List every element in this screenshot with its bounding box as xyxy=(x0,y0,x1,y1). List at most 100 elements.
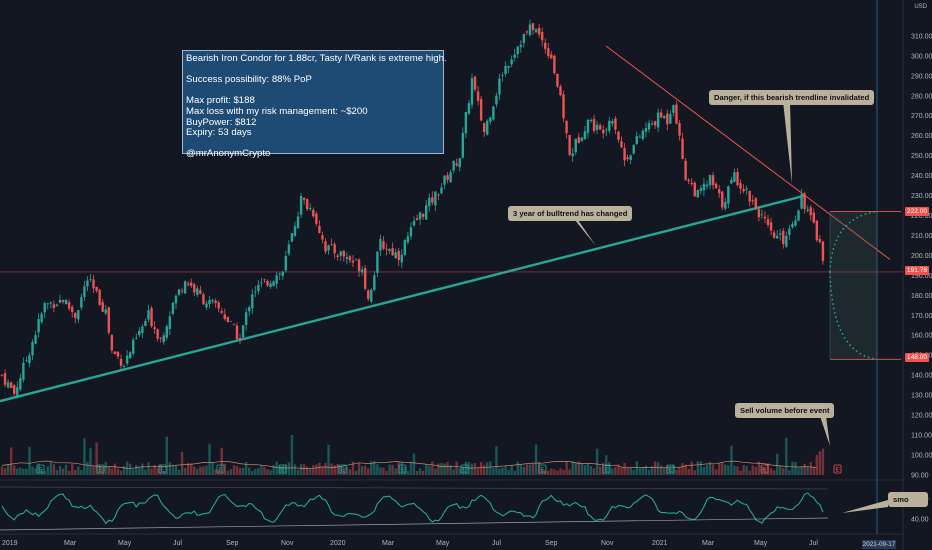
volume-bar xyxy=(287,462,291,475)
earnings-marker-box xyxy=(833,464,842,474)
volume-bar xyxy=(290,434,294,475)
candle-body xyxy=(476,91,480,101)
candle-body xyxy=(324,241,327,252)
candle-body xyxy=(458,158,461,168)
volume-bar xyxy=(482,465,486,475)
volume-bar xyxy=(67,470,71,475)
candle-body xyxy=(251,294,254,309)
earnings-marker-label: E xyxy=(462,466,467,473)
volume-bar xyxy=(333,465,336,475)
volume-bar xyxy=(25,468,28,475)
price-tick-label: 260.00 xyxy=(911,133,932,140)
currency-label: USD xyxy=(914,4,927,10)
candle-body xyxy=(254,291,257,293)
volume-bar xyxy=(614,466,617,475)
earnings-marker-label: E xyxy=(280,466,285,473)
candle-body xyxy=(565,120,568,134)
volume-bar xyxy=(812,466,815,475)
volume-bar xyxy=(672,464,675,475)
volume-bar xyxy=(119,470,123,475)
volume-bar xyxy=(653,461,657,475)
time-axis[interactable]: 2019 Mar May Jul Sep Nov 2020 Mar May Jul Sep Nov 20… xyxy=(2,540,818,547)
earnings-marker-label: E xyxy=(604,466,609,473)
volume-bar xyxy=(202,466,205,475)
volume-bar xyxy=(739,470,742,475)
earnings-marker-label: E xyxy=(400,466,405,473)
volume-bar xyxy=(403,466,407,475)
time-tick-label: Jul xyxy=(809,540,818,547)
volume-bar xyxy=(669,465,672,475)
earnings-marker-box xyxy=(538,464,547,474)
candle-body xyxy=(660,112,663,118)
volume-bar xyxy=(159,464,162,475)
volume-bar xyxy=(528,464,532,475)
candle-body xyxy=(736,172,739,186)
candle-body xyxy=(635,136,638,144)
volume-bar xyxy=(409,461,413,475)
candle-body xyxy=(70,307,74,312)
price-pane-bg xyxy=(0,0,903,480)
candle-body xyxy=(492,106,495,120)
volume-bar xyxy=(360,466,364,475)
volume-bar xyxy=(373,461,376,475)
volume-bar xyxy=(150,468,153,475)
candle-body xyxy=(46,303,49,305)
candle-body xyxy=(403,240,407,255)
volume-bar xyxy=(138,467,141,475)
volume-bar xyxy=(617,464,620,475)
volume-bar xyxy=(296,469,300,475)
candle-body xyxy=(440,187,443,194)
volume-bar xyxy=(186,462,190,475)
candle-body xyxy=(537,27,541,35)
candle-body xyxy=(376,251,379,273)
price-tick-label: 200.00 xyxy=(911,253,932,260)
time-tick-label: 2020 xyxy=(330,540,346,547)
volume-bar xyxy=(678,466,681,475)
candle-body xyxy=(244,312,248,325)
candle-body xyxy=(431,197,434,203)
price-tick-label: 180.00 xyxy=(911,293,932,300)
candle-body xyxy=(751,200,754,202)
candle-body xyxy=(812,212,815,223)
time-tick-label: Sep xyxy=(226,540,239,547)
volume-bar xyxy=(55,470,59,475)
note-line: Max profit: $188 xyxy=(186,95,255,107)
volume-bar xyxy=(385,470,388,475)
candle-body xyxy=(281,271,284,277)
candle-body xyxy=(605,129,608,131)
volume-bar xyxy=(522,466,526,475)
volume-bar xyxy=(74,470,77,475)
candle-body xyxy=(821,241,825,262)
price-tick-label: 230.00 xyxy=(911,193,932,200)
volume-bar xyxy=(785,437,788,475)
candle-body xyxy=(104,309,107,314)
earnings-marker-box xyxy=(158,464,167,474)
volume-bar xyxy=(632,469,635,475)
volume-bar xyxy=(232,465,236,475)
price-axis[interactable]: 310.00 300.00 290.00 280.00 270.00 260.00 250.… xyxy=(911,33,932,523)
candle-body xyxy=(540,32,544,41)
volume-bar xyxy=(598,466,602,475)
candle-body xyxy=(34,335,37,344)
candle-body xyxy=(391,248,394,256)
candle-body xyxy=(214,300,217,303)
candle-body xyxy=(443,175,446,185)
candle-body xyxy=(818,238,822,242)
candle-body xyxy=(296,216,300,229)
volume-bar xyxy=(794,462,797,475)
candle-body xyxy=(675,104,678,124)
volume-bar xyxy=(775,453,779,475)
volume-bar xyxy=(461,466,465,475)
volume-bar xyxy=(486,462,489,475)
candle-body xyxy=(775,235,779,239)
candle-body xyxy=(278,273,281,275)
volume-bar xyxy=(800,466,803,475)
volume-bar xyxy=(656,462,660,475)
volume-bar xyxy=(547,470,550,475)
candle-body xyxy=(156,329,159,339)
candle-body xyxy=(144,321,147,326)
candle-body xyxy=(0,374,4,376)
candle-body xyxy=(31,342,34,356)
earnings-marker-label: E xyxy=(762,466,767,473)
